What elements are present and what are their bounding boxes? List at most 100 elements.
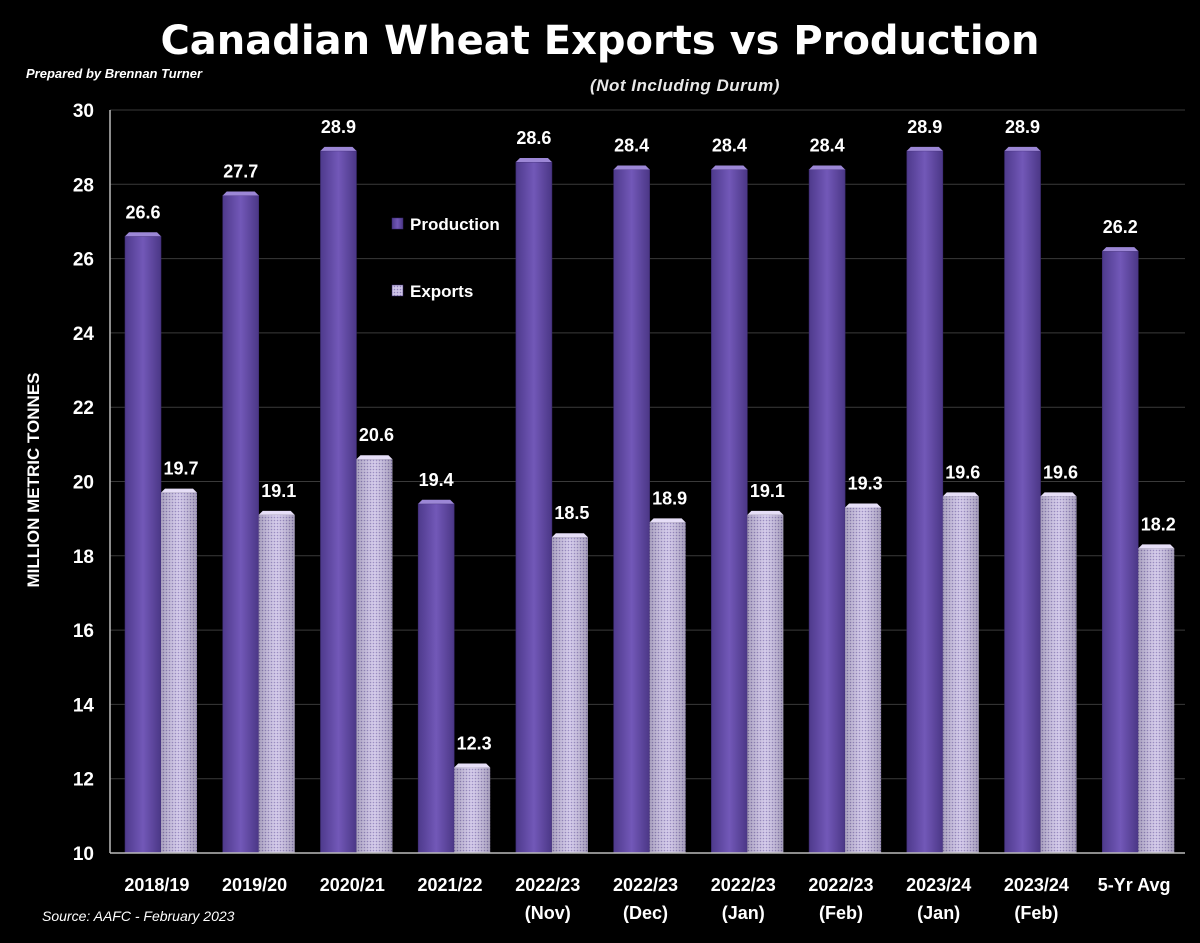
x-tick-label: 2023/24	[1004, 875, 1069, 895]
exports-bar-shade	[258, 514, 295, 853]
exports-bar-shade	[454, 767, 491, 853]
y-tick-label: 26	[73, 250, 94, 271]
x-tick-label: (Jan)	[917, 903, 960, 923]
exports-bar-shade	[1040, 496, 1077, 853]
production-bar-top	[711, 165, 748, 170]
y-tick-label: 30	[73, 101, 94, 122]
legend-production-label: Production	[410, 215, 500, 234]
y-tick-label: 16	[73, 621, 94, 642]
production-bar-top	[515, 158, 552, 163]
exports-bar-shade	[845, 507, 882, 853]
source-note: Source: AAFC - February 2023	[42, 908, 235, 924]
exports-bar-top	[942, 492, 979, 497]
production-value-label: 28.4	[712, 135, 747, 155]
y-tick-label: 22	[73, 398, 94, 419]
y-tick-label: 14	[73, 695, 95, 716]
exports-value-label: 18.5	[554, 503, 589, 523]
exports-value-label: 19.7	[163, 459, 198, 479]
production-value-label: 26.2	[1103, 217, 1138, 237]
exports-value-label: 19.3	[848, 474, 883, 494]
x-tick-label: (Dec)	[623, 903, 668, 923]
y-tick-label: 28	[73, 175, 94, 196]
exports-bar-top	[1138, 544, 1175, 549]
production-value-label: 28.6	[516, 128, 551, 148]
exports-value-label: 18.2	[1141, 514, 1176, 534]
exports-bar-top	[1040, 492, 1077, 497]
exports-bar-top	[845, 503, 882, 508]
production-bar	[808, 169, 846, 854]
production-bar-top	[418, 499, 455, 504]
exports-bar-shade	[1138, 548, 1175, 853]
production-bar	[320, 150, 357, 854]
exports-value-label: 20.6	[359, 425, 394, 445]
exports-bar-shade	[551, 537, 588, 853]
x-tick-label: 2022/23	[515, 875, 580, 895]
x-tick-label: 5-Yr Avg	[1098, 875, 1171, 895]
legend-production-swatch	[391, 217, 404, 230]
production-bar	[222, 195, 260, 854]
exports-bar-top	[747, 510, 784, 515]
exports-bar-shade	[747, 514, 784, 853]
production-bar	[906, 150, 944, 854]
production-bar-top	[906, 146, 943, 151]
production-bar-top	[1004, 146, 1041, 151]
y-tick-label: 18	[73, 547, 94, 568]
exports-bar-top	[454, 763, 491, 768]
production-bar	[417, 503, 455, 854]
exports-value-label: 19.6	[1043, 462, 1078, 482]
exports-bar-shade	[356, 459, 393, 853]
production-value-label: 28.9	[1005, 117, 1040, 137]
production-bar-top	[1102, 247, 1139, 252]
production-bar-top	[320, 146, 357, 151]
exports-bar-top	[161, 488, 197, 493]
production-bar-top	[125, 232, 161, 237]
exports-bar-top	[258, 510, 295, 515]
production-bar	[1004, 150, 1041, 854]
production-bar-top	[809, 165, 846, 170]
exports-value-label: 19.1	[750, 481, 785, 501]
x-tick-label: 2018/19	[124, 875, 189, 895]
exports-bar-top	[649, 518, 686, 523]
exports-bar-top	[551, 533, 588, 538]
production-bar	[515, 161, 553, 854]
y-tick-label: 20	[73, 473, 94, 494]
x-tick-label: 2021/22	[418, 875, 483, 895]
production-bar	[124, 236, 162, 854]
production-bar	[711, 169, 748, 854]
x-tick-label: 2020/21	[320, 875, 385, 895]
prepared-by: Prepared by Brennan Turner	[26, 66, 203, 81]
x-tick-label: (Jan)	[722, 903, 765, 923]
exports-value-label: 18.9	[652, 488, 687, 508]
production-bar-top	[613, 165, 650, 170]
x-tick-label: 2022/23	[808, 875, 873, 895]
production-value-label: 19.4	[419, 470, 454, 490]
production-value-label: 28.4	[810, 135, 845, 155]
x-tick-label: (Nov)	[525, 903, 571, 923]
production-value-label: 28.9	[321, 117, 356, 137]
legend-exports-swatch	[391, 284, 404, 297]
y-tick-label: 10	[73, 844, 94, 865]
exports-bar-shade	[161, 492, 197, 853]
production-value-label: 27.7	[223, 161, 258, 181]
y-tick-label: 24	[73, 324, 95, 345]
production-value-label: 26.6	[125, 202, 160, 222]
exports-value-label: 19.6	[945, 462, 980, 482]
chart-subtitle: (Not Including Durum)	[590, 76, 780, 95]
x-tick-label: 2023/24	[906, 875, 971, 895]
production-value-label: 28.4	[614, 135, 649, 155]
exports-value-label: 19.1	[261, 481, 296, 501]
x-tick-label: 2022/23	[613, 875, 678, 895]
production-bar-top	[222, 191, 259, 196]
x-tick-label: 2019/20	[222, 875, 287, 895]
production-bar	[613, 169, 650, 854]
production-bar	[1101, 250, 1139, 854]
x-tick-label: 2022/23	[711, 875, 776, 895]
exports-bar-shade	[649, 522, 686, 853]
exports-bar-shade	[942, 496, 979, 853]
x-tick-label: (Feb)	[1014, 903, 1058, 923]
legend-exports-label: Exports	[410, 282, 473, 301]
x-tick-label: (Feb)	[819, 903, 863, 923]
exports-bar-top	[356, 455, 393, 460]
production-value-label: 28.9	[907, 117, 942, 137]
